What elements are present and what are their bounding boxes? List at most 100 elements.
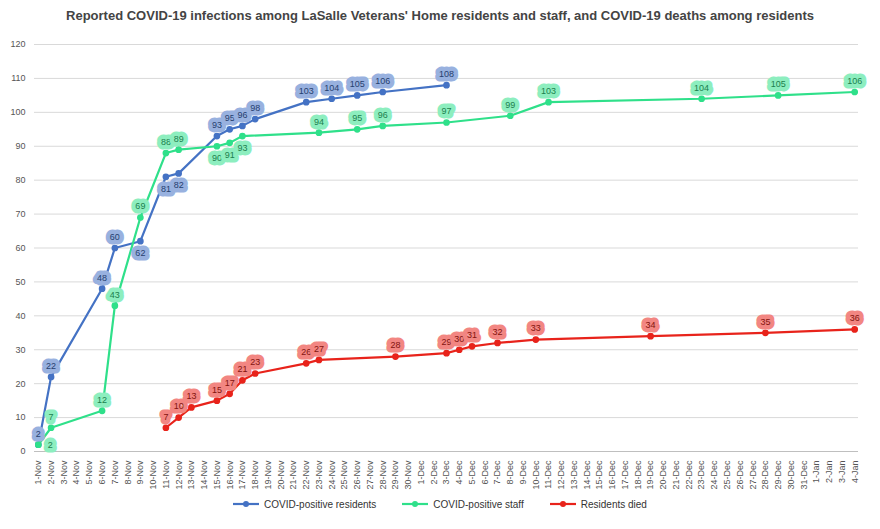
svg-text:6-Dec: 6-Dec [480, 460, 490, 485]
svg-text:2-Nov: 2-Nov [46, 460, 56, 485]
svg-text:99: 99 [505, 100, 515, 110]
svg-text:14-Nov: 14-Nov [199, 460, 209, 490]
svg-text:100: 100 [10, 107, 25, 117]
svg-text:103: 103 [541, 86, 556, 96]
svg-text:5-Dec: 5-Dec [467, 460, 477, 485]
svg-text:18-Nov: 18-Nov [250, 460, 260, 490]
svg-text:50: 50 [15, 277, 25, 287]
svg-text:10: 10 [174, 401, 184, 411]
svg-text:16-Nov: 16-Nov [225, 460, 235, 490]
svg-text:120: 120 [10, 39, 25, 49]
svg-text:28-Nov: 28-Nov [378, 460, 388, 490]
svg-text:17: 17 [225, 378, 235, 388]
svg-text:80: 80 [15, 175, 25, 185]
svg-text:5-Nov: 5-Nov [84, 460, 94, 485]
svg-text:36: 36 [850, 313, 860, 323]
svg-text:48: 48 [97, 273, 107, 283]
svg-text:10: 10 [15, 412, 25, 422]
svg-text:7: 7 [49, 412, 54, 422]
svg-text:17-Dec: 17-Dec [620, 460, 630, 490]
svg-text:12-Dec: 12-Dec [556, 460, 566, 490]
svg-text:105: 105 [771, 79, 786, 89]
svg-text:97: 97 [441, 106, 451, 116]
svg-text:28: 28 [390, 340, 400, 350]
svg-text:8-Dec: 8-Dec [505, 460, 515, 485]
svg-text:13: 13 [186, 391, 196, 401]
svg-text:1-Nov: 1-Nov [33, 460, 43, 485]
svg-text:88: 88 [161, 137, 171, 147]
svg-text:104: 104 [694, 83, 709, 93]
svg-text:4-Jan: 4-Jan [850, 461, 860, 484]
svg-text:26-Dec: 26-Dec [735, 460, 745, 490]
svg-text:89: 89 [174, 134, 184, 144]
svg-text:93: 93 [212, 120, 222, 130]
svg-text:10-Dec: 10-Dec [531, 460, 541, 490]
svg-text:29-Nov: 29-Nov [390, 460, 400, 490]
svg-text:30: 30 [454, 334, 464, 344]
svg-text:12-Nov: 12-Nov [174, 460, 184, 490]
svg-text:20-Dec: 20-Dec [658, 460, 668, 490]
svg-text:62: 62 [135, 248, 145, 258]
svg-text:13-Dec: 13-Dec [569, 460, 579, 490]
svg-text:108: 108 [439, 69, 454, 79]
svg-text:60: 60 [15, 243, 25, 253]
svg-text:1-Dec: 1-Dec [416, 460, 426, 485]
svg-text:26: 26 [301, 347, 311, 357]
svg-text:32: 32 [493, 327, 503, 337]
svg-text:90: 90 [15, 141, 25, 151]
svg-text:96: 96 [237, 110, 247, 120]
svg-text:35: 35 [760, 317, 770, 327]
svg-text:29: 29 [441, 337, 451, 347]
svg-text:0: 0 [20, 446, 25, 456]
svg-text:2: 2 [36, 429, 41, 439]
svg-text:17-Nov: 17-Nov [237, 460, 247, 490]
svg-text:24-Nov: 24-Nov [327, 460, 337, 490]
svg-text:3-Dec: 3-Dec [441, 460, 451, 485]
svg-text:3-Jan: 3-Jan [837, 461, 847, 484]
svg-text:2: 2 [48, 440, 53, 450]
svg-text:7-Dec: 7-Dec [492, 460, 502, 485]
svg-text:1-Jan: 1-Jan [811, 461, 821, 484]
svg-text:23: 23 [250, 357, 260, 367]
svg-text:33: 33 [531, 323, 541, 333]
svg-text:21-Dec: 21-Dec [671, 460, 681, 490]
svg-text:21: 21 [237, 364, 247, 374]
svg-text:27-Nov: 27-Nov [365, 460, 375, 490]
svg-text:16-Dec: 16-Dec [607, 460, 617, 490]
svg-text:40: 40 [15, 311, 25, 321]
svg-text:26-Nov: 26-Nov [352, 460, 362, 490]
svg-text:90: 90 [212, 153, 222, 163]
svg-text:91: 91 [225, 150, 235, 160]
svg-text:23-Dec: 23-Dec [696, 460, 706, 490]
svg-text:25-Dec: 25-Dec [722, 460, 732, 490]
svg-text:70: 70 [15, 209, 25, 219]
svg-text:95: 95 [225, 113, 235, 123]
svg-text:30-Nov: 30-Nov [403, 460, 413, 490]
svg-text:3-Nov: 3-Nov [59, 460, 69, 485]
svg-text:22-Dec: 22-Dec [684, 460, 694, 490]
svg-text:8-Nov: 8-Nov [122, 460, 132, 485]
svg-text:4-Dec: 4-Dec [454, 460, 464, 485]
svg-text:69: 69 [135, 201, 145, 211]
svg-text:6-Nov: 6-Nov [97, 460, 107, 485]
svg-text:110: 110 [11, 73, 25, 83]
svg-text:19-Nov: 19-Nov [263, 460, 273, 490]
svg-text:30-Dec: 30-Dec [786, 460, 796, 490]
svg-text:20-Nov: 20-Nov [276, 460, 286, 490]
svg-text:25-Nov: 25-Nov [339, 460, 349, 490]
svg-text:4-Nov: 4-Nov [71, 460, 81, 485]
svg-text:15-Dec: 15-Dec [594, 460, 604, 490]
svg-text:11-Nov: 11-Nov [161, 460, 171, 489]
svg-text:31: 31 [467, 330, 477, 340]
svg-text:81: 81 [161, 184, 171, 194]
svg-text:95: 95 [352, 113, 362, 123]
svg-text:7: 7 [163, 412, 168, 422]
svg-text:34: 34 [646, 320, 656, 330]
svg-text:19-Dec: 19-Dec [645, 460, 655, 490]
svg-text:15: 15 [212, 385, 222, 395]
svg-text:7-Nov: 7-Nov [110, 460, 120, 485]
svg-text:11-Dec: 11-Dec [543, 460, 553, 489]
svg-text:10-Nov: 10-Nov [148, 460, 158, 490]
svg-text:12: 12 [97, 395, 107, 405]
svg-text:43: 43 [110, 290, 120, 300]
